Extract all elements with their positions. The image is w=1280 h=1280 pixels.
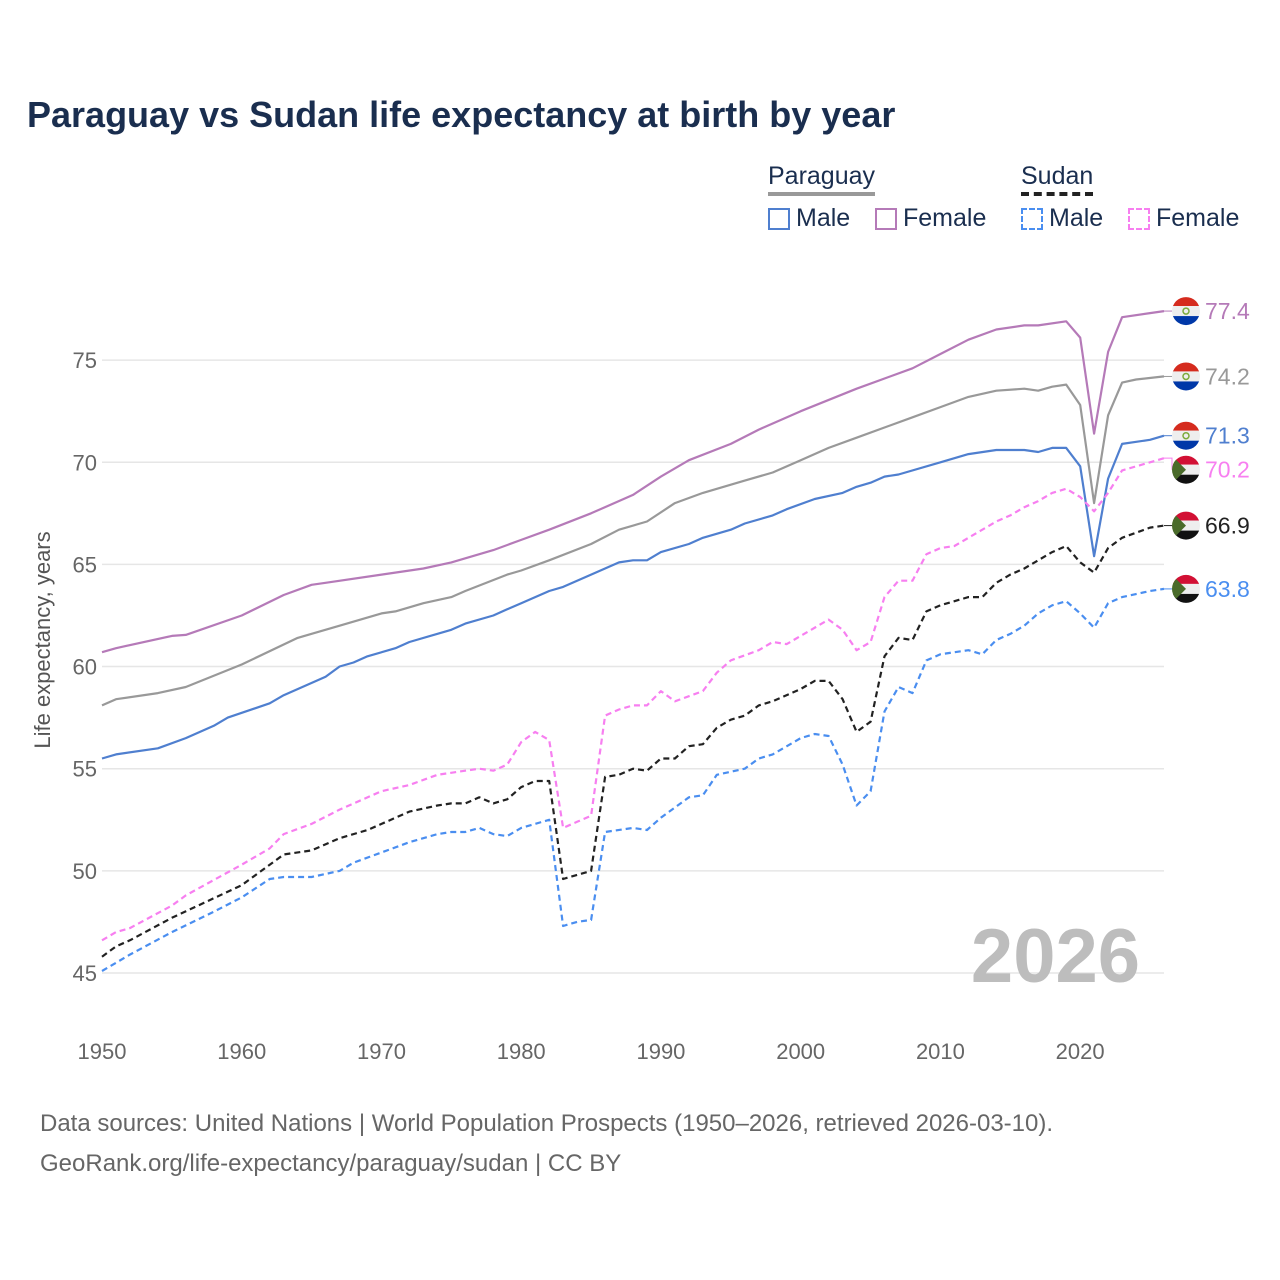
paraguay-flag-icon (1172, 362, 1200, 391)
x-tick-label: 1950 (78, 1039, 127, 1064)
legend-swatch (768, 207, 790, 230)
x-tick-label: 1980 (497, 1039, 546, 1064)
series-line-sudan-female (101, 457, 1165, 942)
chart-title: Paraguay vs Sudan life expectancy at bir… (27, 94, 896, 135)
legend-label: Female (1156, 204, 1240, 232)
x-tick-label: 1960 (217, 1039, 266, 1064)
x-tick-label: 2000 (776, 1039, 825, 1064)
data-source-text: Data sources: United Nations | World Pop… (40, 1110, 1054, 1137)
y-tick-label: 75 (73, 348, 97, 373)
x-tick-label: 1970 (357, 1039, 406, 1064)
series-line-sudan (101, 524, 1165, 958)
sudan-flag-icon (1172, 455, 1200, 484)
y-tick-label: 65 (73, 552, 97, 577)
x-tick-label: 1990 (636, 1039, 685, 1064)
series-line-sudan-male (101, 587, 1165, 972)
paraguay-flag-icon (1172, 421, 1200, 450)
end-value-label: 77.4 (1205, 298, 1250, 324)
legend-label: Male (1049, 204, 1104, 232)
legend-group-sudan: Sudan (1021, 162, 1094, 196)
legend-item-paraguay-female[interactable]: Female (875, 204, 986, 233)
legend-group-label: Paraguay (768, 162, 876, 190)
sudan-flag-icon (1172, 511, 1200, 540)
x-tick-label: 2020 (1056, 1039, 1105, 1064)
end-label-connector (1164, 457, 1173, 470)
end-value-label: 63.8 (1205, 576, 1250, 602)
legend-swatch (1128, 207, 1150, 230)
x-tick-label: 2010 (916, 1039, 965, 1064)
legend-group-line (768, 192, 876, 196)
series-line-paraguay (101, 375, 1165, 707)
y-tick-label: 70 (73, 450, 97, 475)
paraguay-flag-icon (1172, 297, 1200, 326)
end-value-label: 66.9 (1205, 513, 1250, 539)
footer: Data sources: United Nations | World Pop… (40, 1104, 1053, 1184)
legend-group-line (1021, 192, 1094, 196)
y-tick-label: 60 (73, 655, 97, 680)
legend-group-label: Sudan (1021, 162, 1094, 190)
series-line-paraguay-male (101, 434, 1165, 760)
y-tick-label: 50 (73, 859, 97, 884)
legend-swatch (1021, 207, 1043, 230)
source-link[interactable]: GeoRank.org/life-expectancy/paraguay/sud… (40, 1150, 622, 1177)
year-watermark: 2026 (971, 914, 1140, 999)
end-value-label: 70.2 (1205, 457, 1250, 483)
y-tick-label: 55 (73, 757, 97, 782)
legend-item-paraguay-male[interactable]: Male (768, 204, 850, 233)
legend-item-sudan-female[interactable]: Female (1128, 204, 1239, 233)
legend-item-sudan-male[interactable]: Male (1021, 204, 1103, 233)
y-axis-label: Life expectancy, years (30, 531, 55, 748)
legend-swatch (875, 207, 897, 230)
legend-group-paraguay: Paraguay (768, 162, 876, 196)
y-tick-label: 45 (73, 961, 97, 986)
end-value-label: 71.3 (1205, 423, 1250, 449)
legend-label: Male (796, 204, 851, 232)
series-line-paraguay-female (101, 310, 1165, 654)
sudan-flag-icon (1172, 574, 1200, 603)
end-value-label: 74.2 (1205, 363, 1250, 389)
legend-label: Female (903, 204, 987, 232)
